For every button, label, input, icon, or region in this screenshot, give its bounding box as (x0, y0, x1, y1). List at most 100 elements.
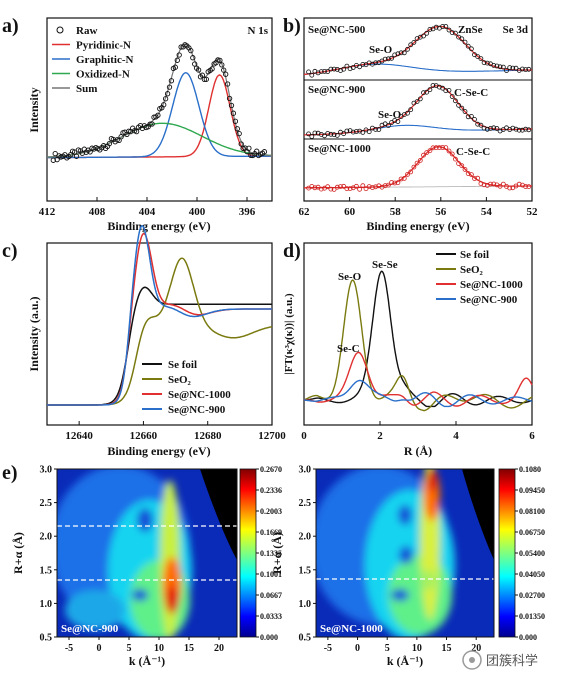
panel-b-raw-point (366, 129, 372, 135)
panel-b-raw-point (507, 65, 513, 70)
panel-d-x-tick-label: 6 (529, 430, 535, 442)
panel-b-raw-point (334, 132, 340, 138)
panel-e-letter: e) (2, 462, 18, 484)
panel-b-raw-point (510, 125, 516, 131)
panel-b-raw-point (440, 85, 446, 91)
panel-b-raw-point (309, 134, 315, 139)
wavelet-y-tick-label: 2.5 (299, 498, 312, 509)
panel-b-raw-point (484, 60, 490, 66)
wavelet-y-tick-label: 0.5 (299, 633, 312, 644)
panel-b-raw-point (449, 30, 455, 35)
panel-b-raw-point (360, 183, 366, 189)
panel-b-raw-point (424, 89, 430, 95)
wavelet-map-1-image (57, 469, 237, 637)
panel-b-raw-point (465, 114, 471, 120)
panel-b-raw-point (373, 184, 379, 190)
colorbar-tick-label: 0.05400 (519, 549, 545, 558)
panel-b-raw-point (325, 69, 331, 74)
wavelet-map-2-image (316, 469, 494, 637)
panel-d-curve-se-nc-900 (303, 379, 533, 408)
panel-d-x-ticks: 0 2 4 6 (301, 421, 535, 442)
panel-b-raw-point (456, 161, 462, 166)
wavelet-y-tick-label: 2.5 (40, 498, 53, 509)
panel-a-raw-point (73, 153, 80, 159)
panel-b-x-tick-label: 58 (390, 206, 402, 218)
panel-b-raw-point (414, 99, 420, 104)
panel-b-tag: Se 3d (503, 24, 528, 36)
panel-a-letter: a) (2, 15, 19, 37)
panel-a-x-tick-label: 408 (89, 206, 106, 218)
panel-a-raw-point (228, 102, 235, 109)
panel-b-x-label: Binding energy (eV) (366, 219, 469, 233)
panel-a-raw-point (164, 91, 171, 97)
panel-b-raw-point (500, 181, 506, 187)
panel-a-x-label: Binding energy (eV) (107, 219, 210, 233)
panel-a-raw-point (238, 141, 244, 147)
wavelet-x-tick-label: 0 (355, 643, 360, 654)
panel-b-raw-point (494, 63, 500, 69)
panel-b-raw-point (449, 151, 455, 157)
panel-b-raw-point (318, 69, 324, 74)
panel-a-x-tick-label: 396 (239, 206, 256, 218)
panel-b-raw-point (306, 69, 312, 75)
panel-b-raw-point (376, 127, 382, 132)
panel-a-y-label: Intensity (27, 87, 41, 132)
wavelet-y-tick-label: 3.0 (299, 465, 312, 476)
panel-a-raw-point (166, 84, 173, 90)
panel-a-raw-point (52, 150, 58, 157)
wavelet-y-tick-label: 1.0 (299, 599, 312, 610)
panel-a-raw-point (226, 95, 233, 102)
panel-a-curve-graphitic-n (47, 71, 271, 159)
panel-b-raw-point (344, 128, 350, 134)
panel-b-raw-point (350, 65, 356, 70)
panel-b-raw-point (452, 156, 458, 162)
panel-b-frame (303, 17, 533, 202)
panel-c-x-ticks: 12640 12660 12680 12700 (65, 421, 286, 442)
panel-b-raw-point (513, 126, 519, 132)
panel-a-raw-point (240, 145, 246, 152)
wavelet-y-tick-label: 1.0 (40, 599, 53, 610)
panel-a-raw-point (201, 76, 208, 83)
panel-a-raw-point (221, 67, 227, 73)
panel-c-y-label: Intensity (a.u.) (27, 296, 41, 371)
panel-b-raw-point (459, 36, 465, 42)
panel-a-raw-point (188, 47, 194, 54)
panel-c-legend-entry: Se foil (168, 359, 197, 371)
panel-b-raw-point (520, 127, 525, 133)
wavelet-map-2-sample: Se@NC-1000 (320, 623, 383, 635)
panel-c-letter: c) (2, 240, 18, 262)
panel-b-raw-point (405, 46, 410, 52)
wavelet-x-tick-label: 15 (442, 643, 452, 654)
wavelet-map-1-colorbar-ticks: 0.2670 0.2336 0.2003 0.1669 0.1335 0.1001 0.06… (256, 465, 282, 642)
panel-b-raw-point (401, 50, 407, 56)
panel-b-row3-label: Se@NC-1000 (308, 143, 371, 155)
wavelet-y-tick-label: 1.5 (40, 565, 53, 576)
colorbar-tick-label: 0.04050 (519, 570, 545, 579)
panel-b-raw-point (392, 180, 398, 186)
panel-b-raw-point (341, 66, 347, 72)
colorbar-tick-label: 0.1080 (519, 465, 541, 474)
panel-b-raw-point (341, 183, 347, 189)
panel-b-raw-point (472, 117, 477, 122)
panel-a-raw-point (192, 61, 198, 67)
panel-a-raw-point (178, 44, 184, 50)
panel-b-raw-point (312, 185, 318, 191)
panel-a-raw-point (246, 145, 252, 151)
panel-b-raw-point (411, 164, 417, 170)
panel-b-raw-point (433, 24, 439, 30)
panel-a-raw-point (254, 148, 260, 154)
panel-b-raw-point (312, 130, 318, 136)
panel-b-raw-point (408, 169, 414, 175)
panel-a-raw-point (126, 128, 132, 134)
panel-b-raw-point (468, 114, 474, 119)
panel-a-legend-entry: Sum (76, 83, 97, 95)
panel-b-raw-point (347, 186, 353, 192)
panel-d-legend: Se foil SeO₂ Se@NC-1000 Se@NC-900 (436, 249, 523, 306)
panel-b-x-tick-label: 52 (527, 206, 539, 218)
watermark-text: 团簇科学 (486, 653, 538, 669)
panel-b-raw-point (468, 172, 474, 178)
wavelet-map-1-sample: Se@NC-900 (61, 623, 119, 635)
panel-b-raw-point (382, 56, 388, 62)
wavelet-y-tick-label: 2.0 (299, 532, 312, 543)
wavelet-map-2-y-label: R+α (Å) (270, 532, 284, 574)
